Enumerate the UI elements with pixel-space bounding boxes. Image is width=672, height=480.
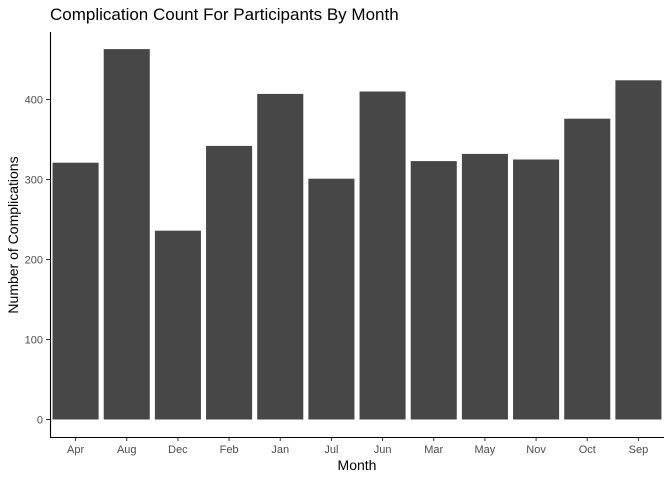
y-tick-label: 0	[37, 415, 43, 427]
bar-dec	[154, 230, 201, 420]
y-tick-label: 400	[25, 95, 43, 107]
y-tick-label: 200	[25, 255, 43, 267]
bar-nov	[513, 159, 560, 420]
bar-may	[461, 153, 508, 420]
x-tick-label: Feb	[220, 444, 239, 456]
bar-sep	[615, 80, 662, 420]
bar-jun	[359, 91, 406, 420]
y-tick-label: 100	[25, 335, 43, 347]
x-tick-label: Apr	[67, 444, 84, 456]
chart-title: Complication Count For Participants By M…	[50, 5, 399, 24]
y-axis-title: Number of Complications	[5, 156, 21, 313]
x-tick-label: Jun	[374, 444, 392, 456]
bar-apr	[52, 162, 99, 420]
bar-jan	[257, 93, 304, 420]
x-tick-label: Jul	[324, 444, 338, 456]
x-tick-label: Dec	[168, 444, 188, 456]
bar-oct	[564, 118, 611, 420]
x-tick-label: Jan	[271, 444, 289, 456]
x-tick-label: May	[475, 444, 496, 456]
y-tick-label: 300	[25, 175, 43, 187]
x-tick-label: Aug	[117, 444, 137, 456]
x-tick-label: Nov	[526, 444, 546, 456]
bar-aug	[103, 49, 150, 420]
bar-feb	[206, 145, 253, 420]
x-axis-title: Month	[338, 457, 377, 473]
x-tick-label: Sep	[629, 444, 649, 456]
x-tick-label: Oct	[579, 444, 596, 456]
x-axis-ticks: Apr Aug Dec Feb Jan Jul Jun Mar May Nov Oct Sep	[67, 437, 648, 456]
x-tick-label: Mar	[424, 444, 443, 456]
bars-group	[52, 49, 662, 420]
bar-jul	[308, 178, 355, 420]
y-axis-ticks: 0 100 200 300 400	[25, 95, 50, 427]
bar-mar	[410, 161, 457, 420]
